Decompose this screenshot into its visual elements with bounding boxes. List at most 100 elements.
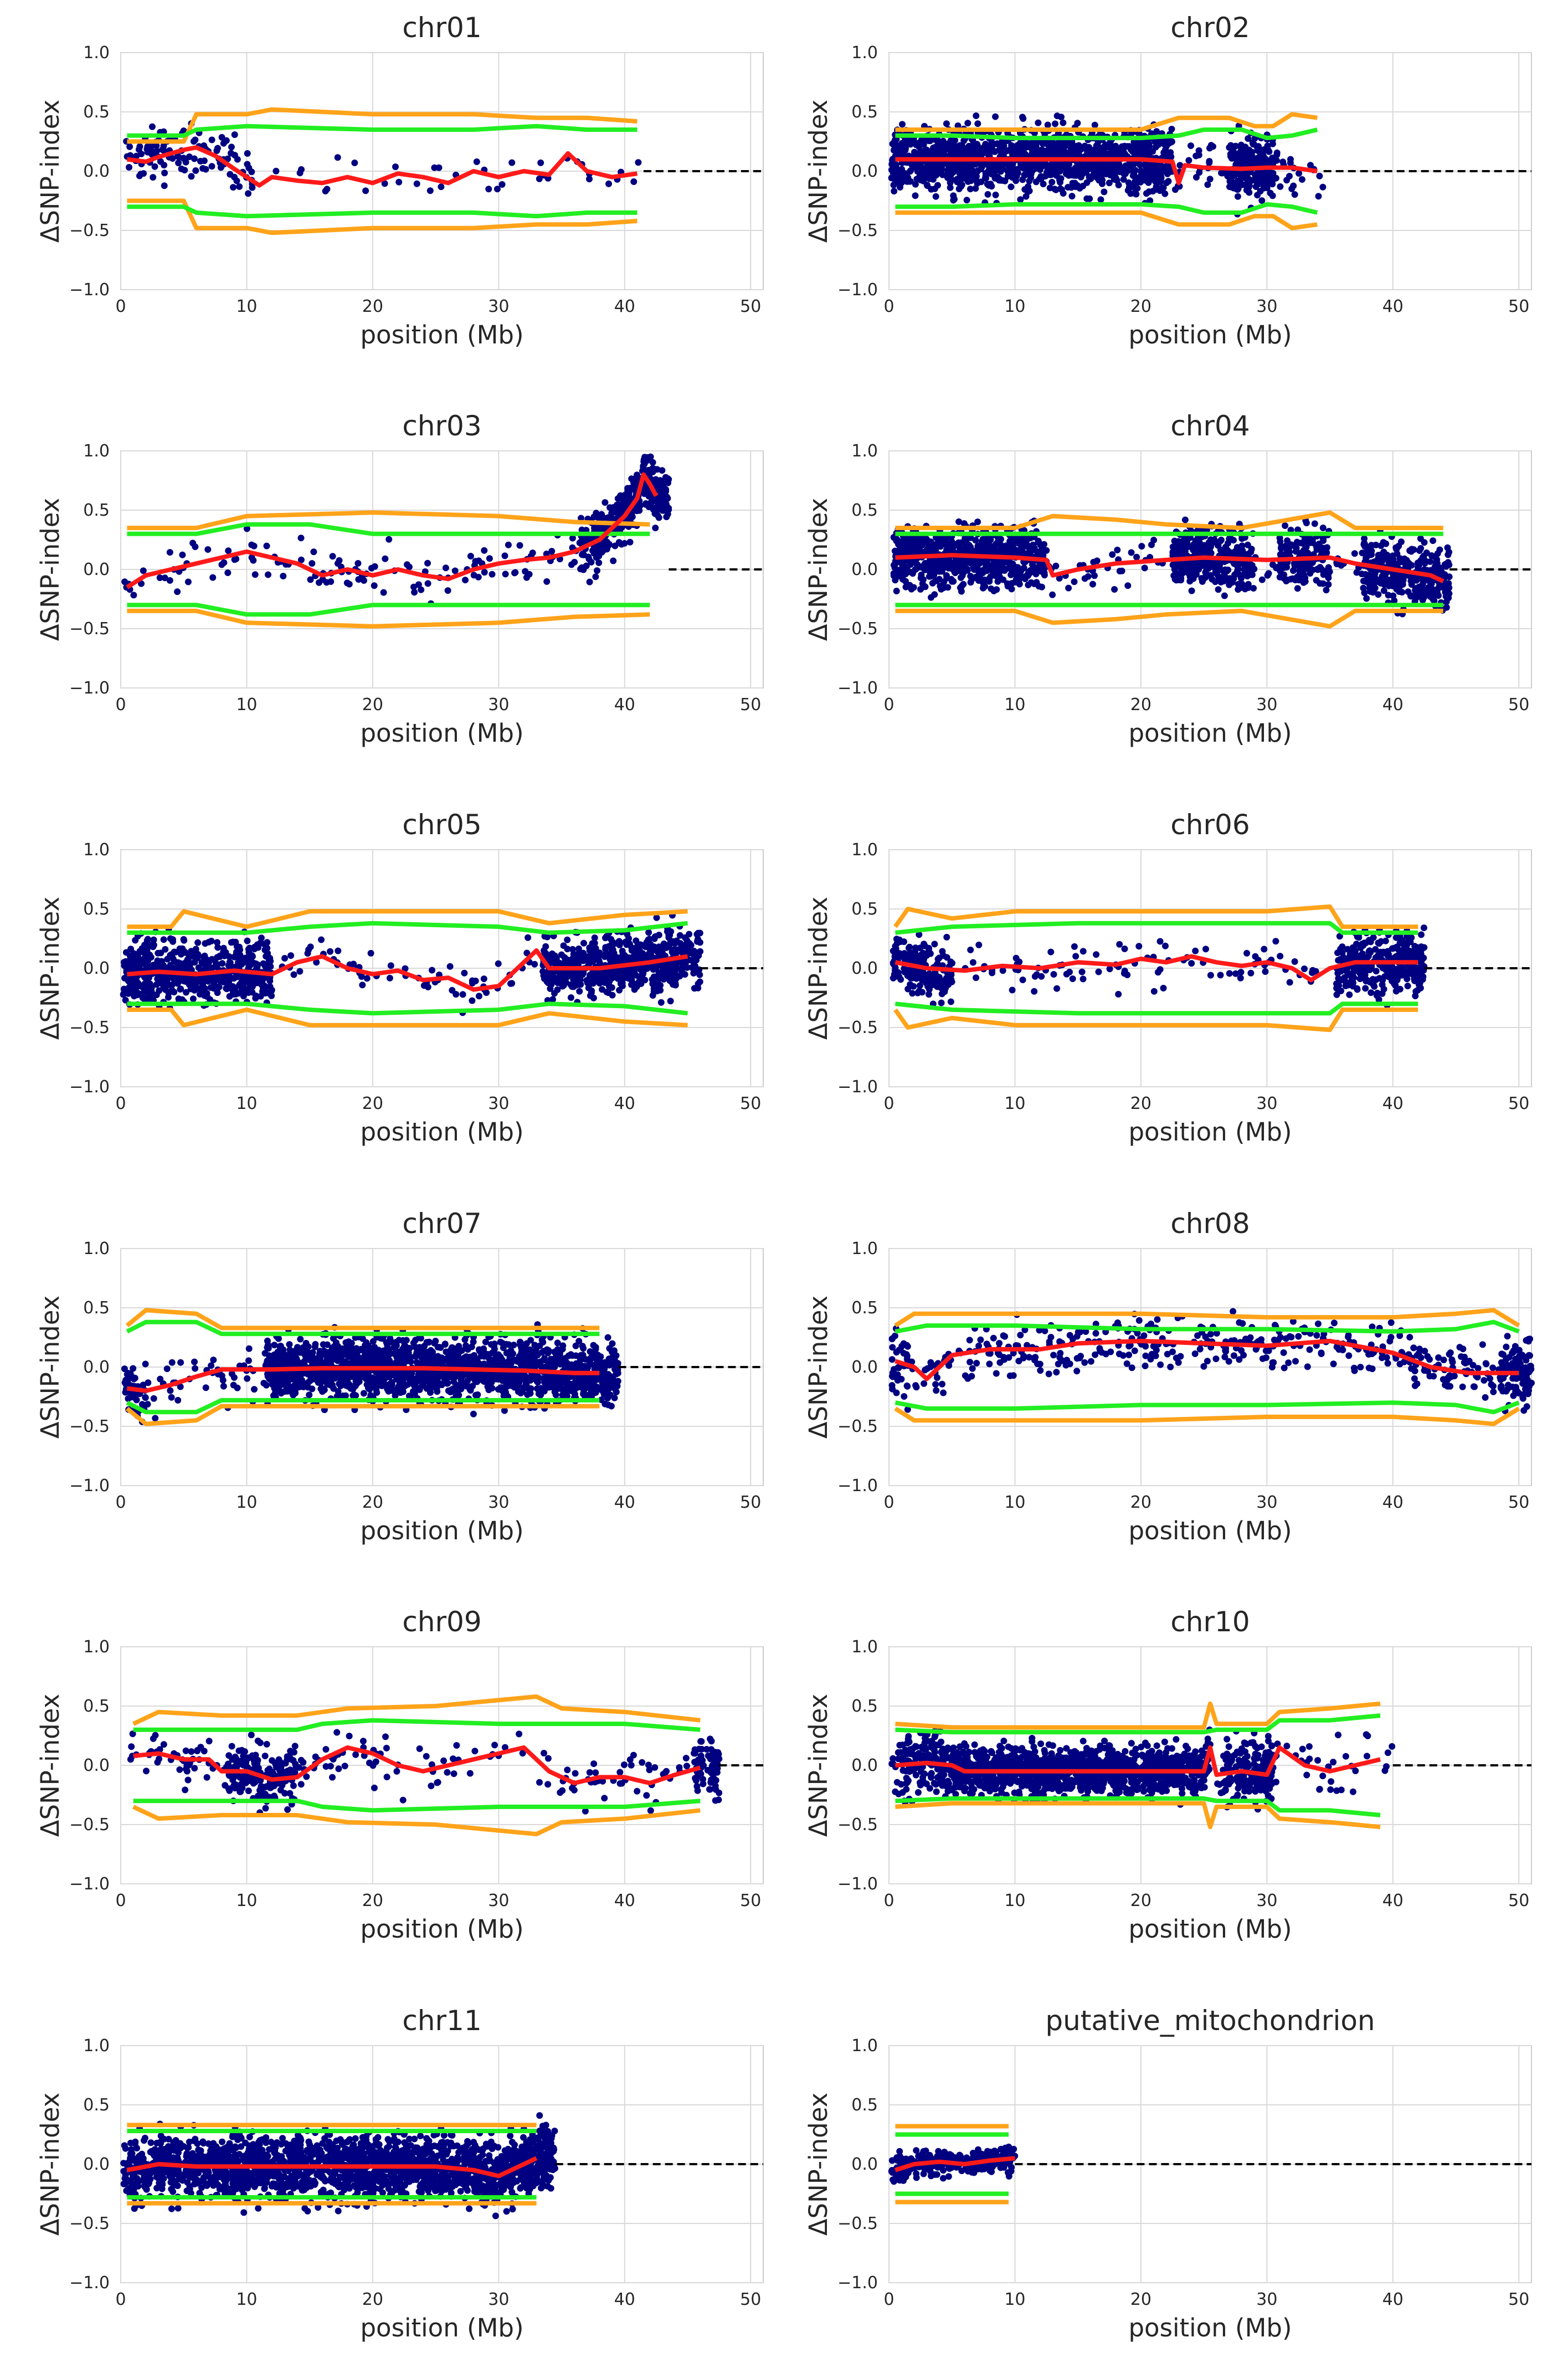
snp-point xyxy=(917,574,924,582)
snp-point xyxy=(273,167,280,174)
snp-point xyxy=(250,557,257,564)
snp-point xyxy=(1247,548,1255,556)
snp-point xyxy=(1194,543,1201,550)
snp-point xyxy=(960,581,967,588)
snp-point xyxy=(1297,566,1304,573)
snp-point xyxy=(387,962,394,969)
x-axis-label: position (Mb) xyxy=(1128,320,1292,350)
snp-point xyxy=(184,975,191,983)
snp-point xyxy=(1147,197,1154,204)
snp-point xyxy=(965,142,973,150)
snp-point xyxy=(136,143,143,150)
snp-point xyxy=(967,573,974,580)
snp-point xyxy=(1065,584,1072,592)
snp-point xyxy=(217,953,224,960)
snp-point xyxy=(161,182,168,189)
snp-point xyxy=(160,936,167,943)
snp-point xyxy=(586,578,593,585)
snp-point xyxy=(1282,522,1289,529)
snp-point xyxy=(208,937,215,944)
snp-point xyxy=(1441,561,1448,568)
snp-point xyxy=(1128,549,1135,556)
snp-point xyxy=(218,133,225,141)
snp-point xyxy=(1405,588,1412,595)
snp-point xyxy=(1026,177,1033,184)
snp-point xyxy=(228,939,235,946)
snp-point xyxy=(926,137,933,145)
snp-point xyxy=(922,583,929,590)
snp-point xyxy=(220,140,227,147)
snp-point xyxy=(593,510,600,517)
y-tick-label: 1.0 xyxy=(851,43,878,63)
y-tick-label: 1.0 xyxy=(83,441,110,461)
snp-point xyxy=(1007,183,1015,191)
snp-point xyxy=(1150,537,1158,543)
snp-point xyxy=(986,575,993,582)
snp-point xyxy=(429,967,435,974)
snp-point xyxy=(923,166,930,173)
x-tick-label: 20 xyxy=(362,1094,383,1113)
ci99-lower-line xyxy=(127,198,638,235)
snp-point xyxy=(249,953,256,960)
snp-point xyxy=(130,592,137,599)
snp-point xyxy=(1052,120,1058,127)
snp-point xyxy=(444,587,451,594)
snp-point xyxy=(1014,573,1021,581)
snp-point xyxy=(610,557,617,564)
snp-point xyxy=(588,558,595,566)
y-axis-label: ΔSNP-index xyxy=(35,498,65,641)
snp-point xyxy=(1160,140,1167,147)
snp-point xyxy=(248,168,255,176)
snp-point xyxy=(1185,157,1192,164)
snp-point xyxy=(1393,585,1400,593)
snp-point xyxy=(630,178,638,185)
snp-point xyxy=(1269,181,1276,188)
snp-point xyxy=(980,558,987,565)
snp-point xyxy=(252,992,259,999)
snp-point xyxy=(1233,548,1241,555)
snp-point xyxy=(1217,547,1224,553)
snp-point xyxy=(580,551,588,558)
snp-point xyxy=(1258,197,1266,204)
x-tick-label: 40 xyxy=(1382,695,1404,715)
snp-point xyxy=(1264,572,1271,579)
snp-point xyxy=(130,980,137,987)
snp-point xyxy=(184,578,192,585)
snp-point xyxy=(489,571,496,578)
y-axis-label: ΔSNP-index xyxy=(804,100,833,243)
snp-point xyxy=(192,543,199,551)
snp-point xyxy=(1166,149,1174,156)
snp-point xyxy=(318,936,325,943)
snp-point xyxy=(181,167,188,174)
snp-point xyxy=(1199,562,1206,569)
snp-point xyxy=(136,172,143,179)
snp-point xyxy=(309,560,316,567)
y-tick-label: 0.5 xyxy=(83,900,110,919)
snp-point xyxy=(244,937,251,944)
snp-point xyxy=(1325,564,1332,571)
snp-point xyxy=(927,573,934,580)
snp-point xyxy=(183,963,191,970)
ci95-lower-line xyxy=(127,204,638,219)
snp-point xyxy=(263,542,270,549)
snp-point xyxy=(1264,146,1272,153)
snp-point xyxy=(1044,121,1051,129)
snp-point xyxy=(197,990,203,998)
x-tick-label: 0 xyxy=(883,297,894,316)
snp-point xyxy=(442,564,449,572)
snp-point xyxy=(1089,148,1097,155)
snp-point xyxy=(424,559,431,567)
snp-point xyxy=(485,186,492,193)
snp-point xyxy=(1239,171,1246,178)
snp-point xyxy=(1022,550,1030,557)
snp-point xyxy=(327,948,333,955)
snp-point xyxy=(1172,570,1179,577)
snp-point xyxy=(985,540,992,547)
snp-point xyxy=(1068,193,1076,200)
snp-point xyxy=(1181,516,1189,523)
snp-point xyxy=(121,962,128,969)
snp-point xyxy=(543,578,551,585)
snp-point xyxy=(1143,190,1150,197)
snp-point xyxy=(593,546,600,553)
ci99-upper-line xyxy=(127,107,638,144)
